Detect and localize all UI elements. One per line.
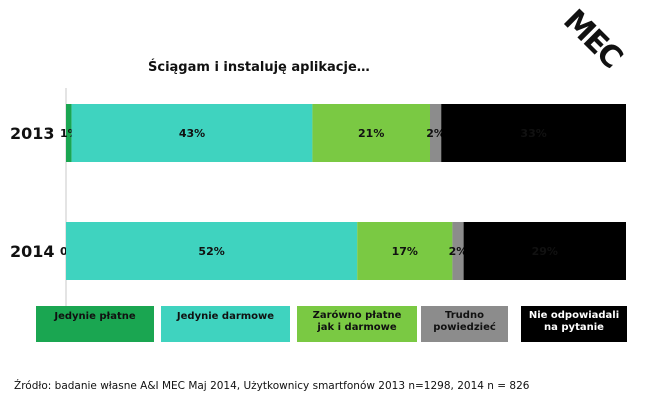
legend-label-4-1: na pytanie [544, 322, 604, 333]
legend-label-2-0: Zarówno płatne [313, 309, 402, 321]
legend-label-3-0: Trudno [445, 310, 484, 321]
data-label-2013-2: 21% [358, 127, 384, 140]
mec-logo: MEC [556, 3, 628, 75]
data-label-2014-3: 2% [449, 245, 468, 258]
bar-segment-2013-2 [312, 104, 430, 162]
chart-title: Ściągam i instaluję aplikacje… [148, 59, 370, 75]
legend-swatch-4 [521, 306, 627, 342]
bar-segment-2014-2 [357, 222, 453, 280]
source-note: Źródło: badanie własne A&I MEC Maj 2014,… [14, 379, 530, 392]
category-label-2013: 2013 [10, 124, 55, 143]
bar-segment-2014-4 [463, 222, 626, 280]
data-label-2014-4: 29% [532, 245, 558, 258]
bar-segment-2013-4 [441, 104, 626, 162]
legend-swatch-0 [36, 306, 154, 342]
bar-segment-2014-1 [66, 222, 358, 280]
legend-label-2-1: jak i darmowe [316, 322, 397, 333]
bar-segment-2013-1 [71, 104, 313, 162]
legend: Jedynie płatne Jedynie darmowe Zarówno pła… [36, 306, 627, 342]
legend-label-3-1: powiedzieć [433, 321, 496, 333]
legend-label-4-0: Nie odpowiadali [529, 310, 619, 321]
category-label-2014: 2014 [10, 242, 55, 261]
data-label-2014-2: 17% [392, 245, 418, 258]
data-label-2013-4: 33% [520, 127, 546, 140]
legend-label-0-0: Jedynie płatne [53, 311, 136, 322]
bar-segment-2013-3 [430, 104, 442, 162]
data-label-2013-1: 43% [179, 127, 205, 140]
legend-swatch-3 [421, 306, 508, 342]
bar-segment-2013-0 [66, 104, 72, 162]
legend-swatch-1 [161, 306, 290, 342]
data-label-2013-3: 2% [426, 127, 445, 140]
data-label-2014-1: 52% [198, 245, 224, 258]
bar-segment-2014-3 [452, 222, 464, 280]
legend-label-1-0: Jedynie darmowe [176, 311, 274, 322]
legend-swatch-2 [297, 306, 417, 342]
